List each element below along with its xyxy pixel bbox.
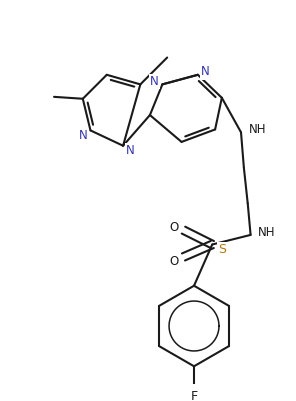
Text: N: N xyxy=(201,65,210,79)
Text: NH: NH xyxy=(258,225,276,239)
Text: N: N xyxy=(126,144,135,157)
Text: S: S xyxy=(218,243,226,256)
Text: N: N xyxy=(78,129,87,142)
Text: NH: NH xyxy=(249,123,266,136)
Text: N: N xyxy=(150,75,159,88)
Text: F: F xyxy=(190,391,198,401)
Text: O: O xyxy=(169,221,178,234)
Text: O: O xyxy=(169,255,178,268)
